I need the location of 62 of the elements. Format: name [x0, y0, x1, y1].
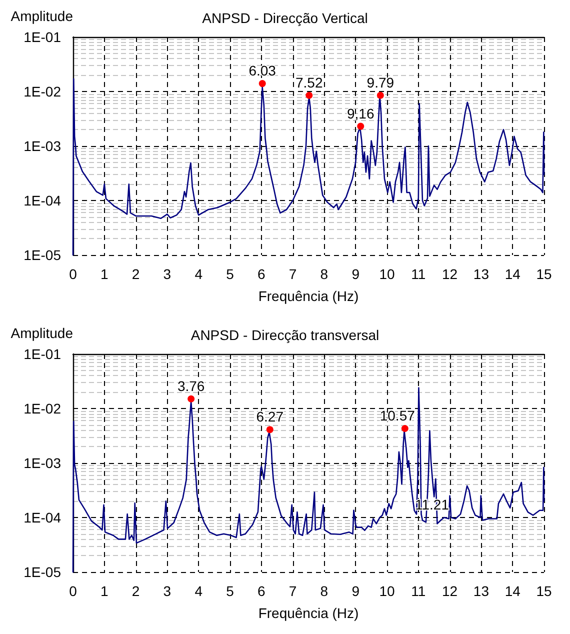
y-axis-title: Amplitude — [10, 325, 74, 341]
point — [266, 426, 274, 434]
x-tick-label: 10 — [379, 583, 395, 599]
x-tick-label: 12 — [442, 583, 458, 599]
x-tick-label: 6 — [258, 266, 266, 282]
x-tick-label: 5 — [226, 266, 234, 282]
point — [401, 424, 408, 432]
annotation: 3.76 — [177, 378, 205, 394]
x-tick-label: 5 — [226, 583, 234, 599]
x-tick-label: 14 — [504, 266, 521, 282]
x-tick-label: 11 — [411, 266, 426, 282]
x-tick-label: 1 — [100, 583, 108, 599]
x-tick-label: 12 — [442, 266, 458, 282]
point — [188, 395, 195, 402]
x-tick-label: 8 — [320, 583, 328, 599]
x-tick-label: 11 — [411, 583, 426, 599]
point — [376, 92, 384, 99]
x-tick-label: 3 — [163, 583, 172, 599]
y-tick-label: 1E-01 — [24, 29, 62, 45]
x-tick-label: 13 — [473, 583, 490, 599]
x-tick-label: 9 — [352, 266, 360, 282]
y-tick-label: 1E-05 — [24, 564, 62, 580]
y-tick-label: 1E-05 — [24, 247, 62, 263]
y-axis-title: Amplitude — [10, 8, 74, 24]
y-tick-label: 1E-02 — [24, 400, 62, 416]
x-tick-label: 15 — [536, 266, 552, 282]
chart-title: ANPSD - Direcção transversal — [190, 327, 380, 343]
x-tick-label: 14 — [504, 583, 521, 599]
x-tick-label: 6 — [258, 583, 266, 599]
y-tick-label: 1E-04 — [24, 510, 62, 526]
x-tick-label: 8 — [320, 266, 328, 282]
x-axis-title: Frequência (Hz) — [258, 288, 359, 304]
annotation: 9,16 — [347, 105, 374, 122]
x-tick-label: 3 — [163, 266, 172, 282]
x-tick-label: 2 — [132, 266, 140, 282]
annotation: 7.52 — [296, 74, 323, 90]
annotation: 6.03 — [248, 62, 276, 79]
y-tick-label: 1E-03 — [24, 455, 62, 471]
x-tick-label: 0 — [69, 266, 78, 282]
x-tick-label: 4 — [194, 583, 203, 599]
x-tick-label: 15 — [536, 583, 552, 599]
x-tick-label: 9 — [352, 583, 360, 599]
x-tick-label: 10 — [379, 266, 395, 282]
y-tick-label: 1E-03 — [24, 138, 62, 154]
point — [306, 92, 313, 99]
x-tick-label: 2 — [132, 583, 140, 599]
x-tick-label: 7 — [288, 266, 297, 282]
point — [357, 122, 364, 130]
x-tick-label: 13 — [473, 266, 490, 282]
y-tick-label: 1E-01 — [24, 346, 62, 362]
annotation: 9.79 — [366, 74, 394, 90]
y-tick-label: 1E-04 — [24, 192, 62, 208]
x-tick-label: 7 — [288, 583, 297, 599]
x-axis-title: Frequência (Hz) — [258, 605, 359, 621]
x-tick-label: 1 — [100, 266, 108, 282]
point — [258, 80, 266, 88]
y-tick-label: 1E-02 — [24, 84, 62, 100]
annotation: 6.27 — [256, 408, 284, 425]
chart-title: ANPSD - Direcção Vertical — [202, 10, 368, 26]
x-tick-label: 4 — [194, 266, 203, 282]
x-tick-label: 0 — [69, 583, 78, 599]
annotation: 10.57 — [380, 407, 416, 424]
